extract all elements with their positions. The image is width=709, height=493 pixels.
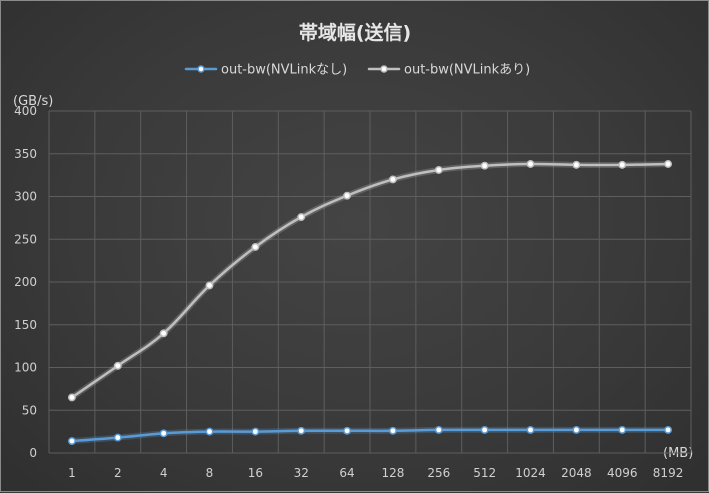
- y-tick-label: 200: [14, 275, 37, 289]
- x-tick-label: 4096: [607, 466, 638, 480]
- x-tick-label: 1024: [515, 466, 546, 480]
- data-point: [113, 433, 122, 442]
- x-tick-label: 4: [160, 466, 168, 480]
- y-axis-ticks: 0 50 100 150 200 250 300 350 400: [14, 104, 37, 460]
- x-tick-label: 16: [248, 466, 263, 480]
- legend-marker-nvlink-on: [380, 65, 388, 73]
- data-point: [664, 160, 673, 168]
- data-point: [251, 427, 260, 436]
- x-tick-label: 256: [427, 466, 450, 480]
- x-tick-label: 2: [114, 466, 122, 480]
- data-point: [526, 160, 535, 168]
- data-point: [251, 242, 260, 251]
- y-tick-label: 300: [14, 190, 37, 204]
- x-axis-ticks: 1 2 4 8 16 32 64 128 256 512 1024 2048 4096 8192: [68, 466, 683, 480]
- data-point: [434, 425, 443, 434]
- data-point: [343, 191, 352, 200]
- y-axis-unit-label: (GB/s): [13, 94, 53, 109]
- data-point: [67, 437, 76, 445]
- data-point: [388, 175, 397, 184]
- x-tick-label: 1: [68, 466, 76, 480]
- x-tick-label: 512: [473, 466, 496, 480]
- data-point: [67, 393, 76, 402]
- data-point: [205, 427, 214, 436]
- data-point: [480, 425, 489, 434]
- x-tick-label: 2048: [561, 466, 592, 480]
- y-tick-label: 50: [22, 403, 37, 417]
- data-point: [572, 160, 581, 169]
- data-point: [526, 425, 535, 434]
- data-point: [388, 426, 397, 435]
- series-line: [70, 428, 670, 443]
- data-point: [343, 426, 352, 435]
- data-point: [618, 425, 627, 434]
- x-tick-label: 64: [339, 466, 354, 480]
- chart-title: 帯域幅(送信): [299, 21, 411, 44]
- data-point: [159, 429, 168, 438]
- data-point: [480, 161, 489, 170]
- x-tick-label: 32: [294, 466, 309, 480]
- y-tick-label: 150: [14, 318, 37, 332]
- series-lines: [67, 160, 673, 445]
- data-point: [572, 425, 581, 434]
- series-line: [70, 162, 670, 399]
- data-point: [205, 281, 214, 290]
- y-tick-label: 400: [14, 104, 37, 118]
- y-tick-label: 100: [14, 361, 37, 375]
- data-point: [618, 160, 627, 169]
- legend-marker-nvlink-off: [197, 65, 205, 73]
- y-tick-label: 350: [14, 147, 37, 161]
- x-tick-label: 8192: [653, 466, 684, 480]
- x-tick-label: 128: [381, 466, 404, 480]
- series-nvlink-off: [67, 425, 673, 445]
- data-point: [297, 426, 306, 435]
- data-point: [664, 425, 673, 434]
- legend-label-nvlink-on: out-bw(NVLinkあり): [404, 63, 530, 78]
- legend: out-bw(NVLinkなし) out-bw(NVLinkあり): [184, 63, 530, 78]
- data-point: [113, 361, 122, 370]
- legend-label-nvlink-off: out-bw(NVLinkなし): [221, 63, 347, 78]
- x-tick-label: 8: [206, 466, 214, 480]
- gridlines: [48, 110, 692, 454]
- y-tick-label: 250: [14, 232, 37, 246]
- y-tick-label: 0: [29, 446, 37, 460]
- data-point: [159, 329, 168, 338]
- data-point: [434, 166, 443, 174]
- series-nvlink-on: [67, 160, 673, 402]
- data-point: [297, 213, 306, 221]
